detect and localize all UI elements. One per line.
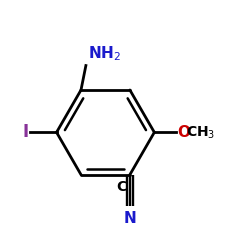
Text: I: I xyxy=(22,123,28,141)
Text: NH$_2$: NH$_2$ xyxy=(88,44,121,63)
Text: O: O xyxy=(177,125,190,140)
Text: N: N xyxy=(124,211,136,226)
Text: CH$_3$: CH$_3$ xyxy=(186,124,215,140)
Text: C: C xyxy=(116,180,126,194)
